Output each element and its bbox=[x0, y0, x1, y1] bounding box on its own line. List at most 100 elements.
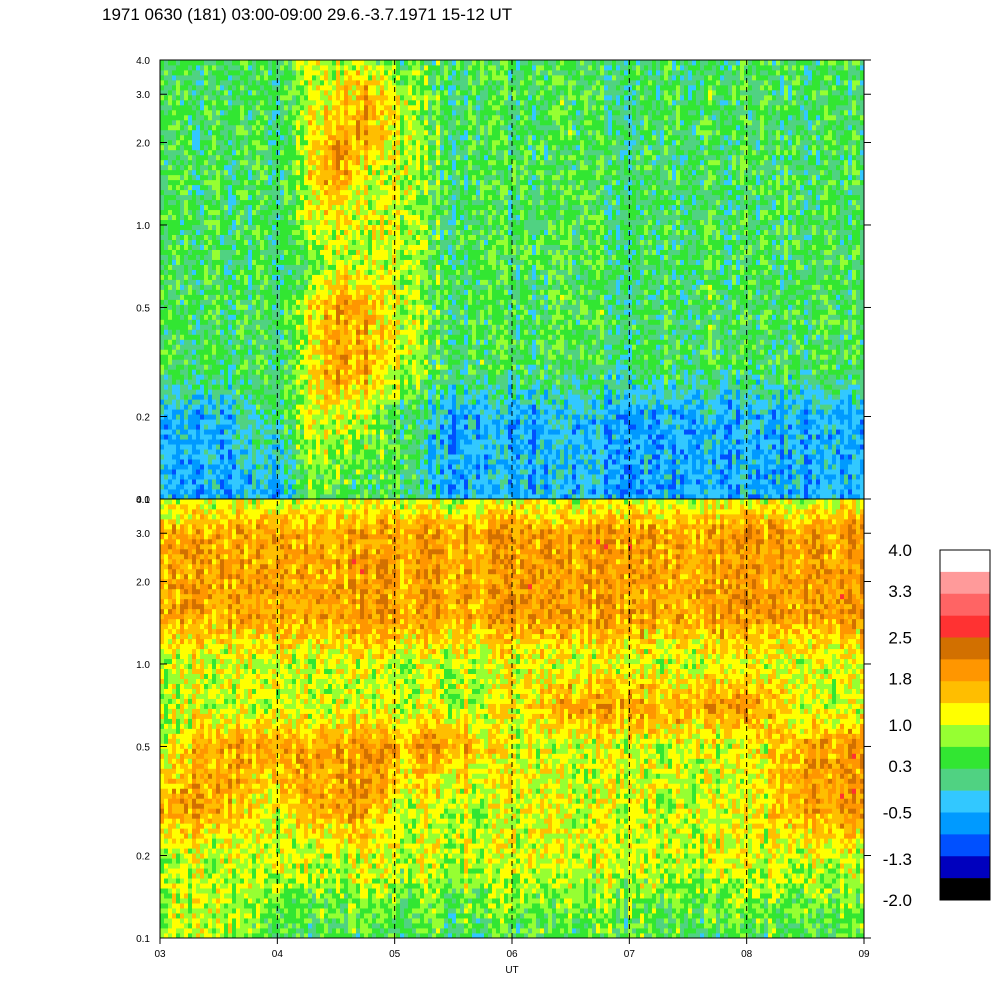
spectrogram-cell bbox=[180, 334, 185, 340]
spectrogram-cell bbox=[168, 449, 173, 455]
spectrogram-cell bbox=[380, 329, 385, 335]
spectrogram-cell bbox=[348, 329, 353, 335]
spectrogram-cell bbox=[196, 249, 201, 255]
spectrogram-cell bbox=[332, 329, 337, 335]
spectrogram-cell bbox=[324, 454, 329, 460]
spectrogram-cell bbox=[296, 449, 301, 455]
spectrogram-cell bbox=[276, 349, 281, 355]
spectrogram-cell bbox=[276, 129, 281, 136]
spectrogram-cell bbox=[316, 464, 321, 470]
spectrogram-cell bbox=[324, 314, 329, 320]
spectrogram-cell bbox=[320, 274, 325, 280]
spectrogram-cell bbox=[364, 84, 369, 91]
spectrogram-cell bbox=[280, 289, 285, 295]
spectrogram-cell bbox=[284, 189, 289, 196]
spectrogram-cell bbox=[264, 60, 269, 66]
spectrogram-cell bbox=[368, 139, 373, 146]
spectrogram-cell bbox=[280, 394, 285, 400]
spectrogram-cell bbox=[228, 119, 233, 126]
spectrogram-cell bbox=[212, 229, 217, 235]
spectrogram-cell bbox=[224, 339, 229, 345]
spectrogram-cell bbox=[380, 284, 385, 290]
spectrogram-cell bbox=[300, 69, 305, 76]
spectrogram-cell bbox=[276, 149, 281, 156]
spectrogram-cell bbox=[200, 464, 205, 470]
spectrogram-cell bbox=[348, 434, 353, 440]
spectrogram-cell bbox=[360, 359, 365, 365]
spectrogram-cell bbox=[216, 204, 221, 211]
spectrogram-cell bbox=[348, 344, 353, 350]
spectrogram-cell bbox=[236, 449, 241, 455]
spectrogram-cell bbox=[256, 114, 261, 121]
spectrogram-cell bbox=[272, 99, 277, 106]
spectrogram-cell bbox=[180, 479, 185, 485]
spectrogram-cell bbox=[316, 454, 321, 460]
spectrogram-cell bbox=[356, 379, 361, 385]
spectrogram-cell bbox=[272, 64, 277, 71]
spectrogram-cell bbox=[352, 324, 357, 330]
spectrogram-cell bbox=[292, 164, 297, 171]
spectrogram-cell bbox=[252, 214, 257, 221]
spectrogram-cell bbox=[340, 229, 345, 235]
spectrogram-cell bbox=[344, 139, 349, 146]
spectrogram-cell bbox=[220, 144, 225, 151]
spectrogram-cell bbox=[320, 134, 325, 141]
spectrogram-cell bbox=[164, 244, 169, 250]
spectrogram-cell bbox=[168, 129, 173, 136]
spectrogram-cell bbox=[276, 60, 281, 66]
spectrogram-cell bbox=[308, 429, 313, 435]
spectrogram-cell bbox=[268, 129, 273, 136]
spectrogram-cell bbox=[228, 99, 233, 106]
spectrogram-cell bbox=[252, 379, 257, 385]
spectrogram-cell bbox=[384, 449, 389, 455]
spectrogram-cell bbox=[376, 399, 381, 405]
spectrogram-cell bbox=[296, 224, 301, 231]
spectrogram-cell bbox=[336, 384, 341, 390]
spectrogram-cell bbox=[356, 314, 361, 320]
spectrogram-cell bbox=[208, 159, 213, 166]
spectrogram-cell bbox=[280, 164, 285, 171]
spectrogram-cell bbox=[340, 484, 345, 490]
spectrogram-cell bbox=[220, 69, 225, 76]
spectrogram-cell bbox=[356, 219, 361, 226]
spectrogram-cell bbox=[332, 174, 337, 181]
spectrogram-cell bbox=[340, 224, 345, 231]
spectrogram-cell bbox=[236, 94, 241, 101]
spectrogram-cell bbox=[180, 114, 185, 121]
spectrogram-cell bbox=[348, 304, 353, 310]
spectrogram-cell bbox=[208, 454, 213, 460]
spectrogram-cell bbox=[328, 439, 333, 445]
spectrogram-cell bbox=[360, 329, 365, 335]
spectrogram-cell bbox=[172, 124, 177, 131]
spectrogram-cell bbox=[244, 134, 249, 141]
spectrogram-cell bbox=[384, 159, 389, 166]
spectrogram-cell bbox=[320, 239, 325, 245]
spectrogram-cell bbox=[336, 454, 341, 460]
spectrogram-cell bbox=[380, 114, 385, 121]
spectrogram-cell bbox=[224, 159, 229, 166]
spectrogram-cell bbox=[176, 344, 181, 350]
spectrogram-cell bbox=[268, 99, 273, 106]
spectrogram-cell bbox=[300, 259, 305, 265]
spectrogram-cell bbox=[252, 474, 257, 480]
spectrogram-cell bbox=[364, 449, 369, 455]
spectrogram-cell bbox=[240, 299, 245, 305]
spectrogram-cell bbox=[320, 99, 325, 106]
spectrogram-cell bbox=[216, 179, 221, 186]
spectrogram-cell bbox=[364, 179, 369, 186]
spectrogram-cell bbox=[216, 79, 221, 86]
spectrogram-cell bbox=[312, 244, 317, 250]
spectrogram-cell bbox=[216, 219, 221, 226]
spectrogram-cell bbox=[220, 489, 225, 495]
spectrogram-cell bbox=[236, 279, 241, 285]
spectrogram-cell bbox=[320, 64, 325, 71]
spectrogram-cell bbox=[160, 399, 165, 405]
spectrogram-cell bbox=[188, 99, 193, 106]
spectrogram-cell bbox=[316, 74, 321, 81]
spectrogram-cell bbox=[248, 154, 253, 161]
spectrogram-cell bbox=[292, 124, 297, 131]
spectrogram-cell bbox=[232, 264, 237, 270]
spectrogram-cell bbox=[384, 239, 389, 245]
spectrogram-cell bbox=[224, 374, 229, 380]
spectrogram-cell bbox=[308, 489, 313, 495]
